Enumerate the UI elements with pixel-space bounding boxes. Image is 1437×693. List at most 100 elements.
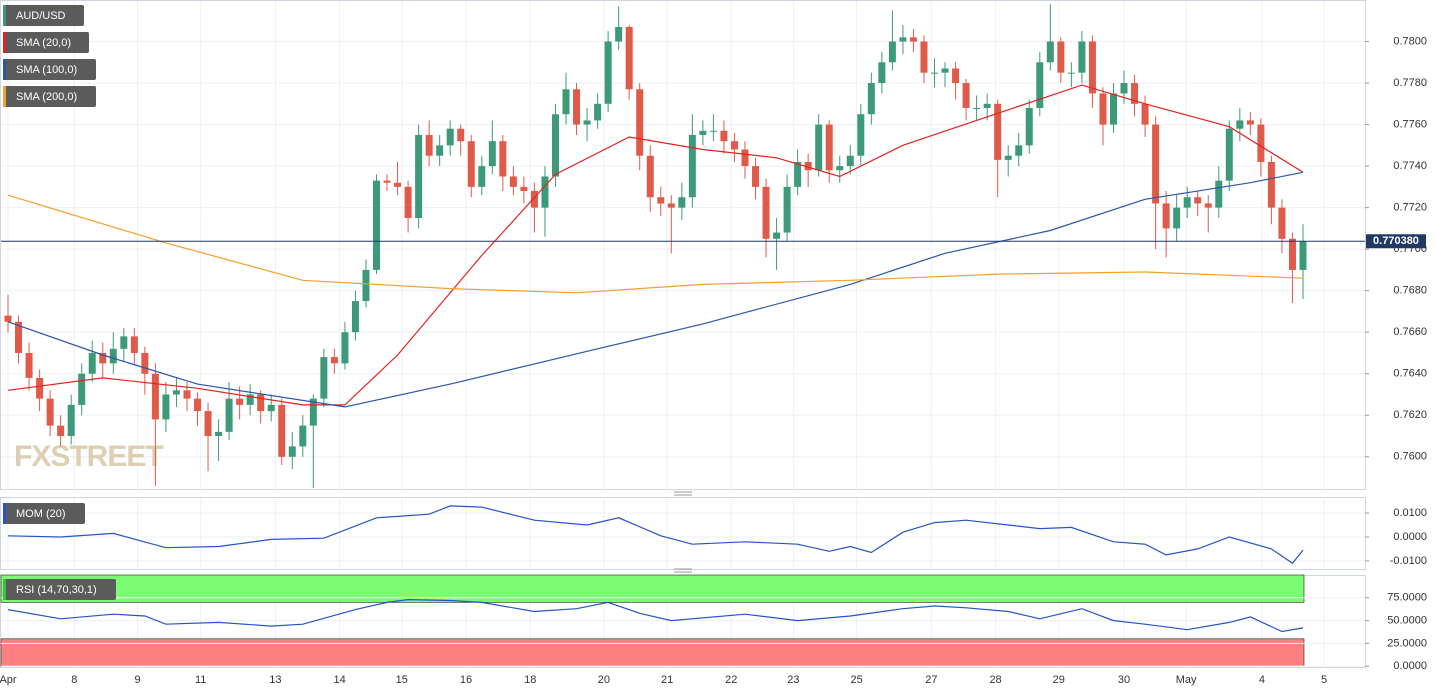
x-tick-label: 20: [598, 674, 610, 686]
legend-item[interactable]: RSI (14,70,30,1): [3, 579, 116, 600]
candle-body: [278, 404, 286, 457]
candle-body: [1267, 161, 1275, 208]
candle-body: [1183, 197, 1191, 208]
candle-body: [99, 352, 107, 364]
y-tick-label: 0.7740: [1393, 160, 1427, 172]
legend-label: SMA (20,0): [16, 37, 71, 49]
candle-body: [288, 446, 296, 457]
candle-body: [752, 166, 760, 187]
candle-body: [488, 141, 496, 167]
legend-box: [3, 503, 85, 524]
y-tick-label: 0.7640: [1393, 368, 1427, 380]
legend-item[interactable]: SMA (200,0): [3, 86, 96, 107]
x-tick-label: 11: [195, 674, 206, 686]
candle-body: [1152, 124, 1160, 204]
legend-label: RSI (14,70,30,1): [16, 584, 97, 596]
candle-body: [762, 186, 770, 239]
legend-swatch: [3, 5, 6, 26]
candle-body: [120, 336, 128, 349]
divider-handle[interactable]: [674, 491, 692, 496]
candle-body: [551, 114, 559, 177]
divider-handle[interactable]: [674, 568, 692, 573]
candle-body: [867, 83, 875, 115]
x-tick-label: 27: [925, 674, 937, 686]
candle-body: [1204, 203, 1212, 208]
candle-body: [825, 124, 833, 171]
legend-box: [3, 5, 84, 26]
candle-body: [899, 37, 907, 42]
candle-body: [846, 155, 854, 167]
candle-body: [615, 26, 623, 42]
candle-body: [804, 161, 812, 171]
candle-body: [1257, 124, 1265, 162]
indicator-line: [7, 84, 1304, 406]
candle-body: [1004, 155, 1012, 160]
candle-body: [857, 114, 865, 156]
candle-body: [204, 411, 212, 437]
candle-body: [25, 352, 33, 378]
candle-body: [404, 186, 412, 219]
candle-body: [952, 68, 960, 84]
candle-body: [1215, 180, 1223, 208]
candle-body: [994, 103, 1002, 160]
candle-body: [267, 404, 275, 412]
candle-body: [1120, 83, 1128, 94]
candle-body: [436, 145, 444, 156]
candle-body: [194, 398, 202, 412]
candle-body: [667, 203, 675, 208]
legend-swatch: [3, 86, 6, 107]
x-tick-label: 9: [134, 674, 140, 686]
y-tick-label: 0.7760: [1393, 118, 1427, 130]
x-tick-label: 28: [989, 674, 1001, 686]
x-tick-label: 22: [725, 674, 737, 686]
x-tick-label: 16: [460, 674, 472, 686]
y-tick-label: 0.7620: [1393, 409, 1427, 421]
candle-body: [499, 141, 507, 177]
candle-body: [1194, 197, 1202, 204]
last-price-label: 0.770380: [1373, 235, 1419, 247]
legend-label: SMA (100,0): [16, 64, 77, 76]
candle-body: [88, 352, 96, 374]
y-tick-label: 0.7600: [1393, 451, 1427, 463]
candle-body: [888, 41, 896, 63]
candle-body: [646, 155, 654, 198]
candle-body: [720, 130, 728, 142]
x-tick-label: May: [1176, 674, 1197, 686]
candle-body: [320, 357, 328, 399]
candle-body: [467, 141, 475, 187]
candle-body: [246, 394, 254, 405]
candle-body: [509, 176, 517, 187]
candle-body: [931, 72, 939, 74]
candle-body: [573, 89, 581, 125]
candle-body: [836, 166, 844, 171]
candle-body: [1141, 103, 1149, 125]
candle-body: [162, 394, 170, 420]
legend-item[interactable]: MOM (20): [3, 503, 85, 524]
candle-body: [362, 269, 370, 302]
candle-body: [909, 37, 917, 42]
candle-body: [657, 197, 665, 204]
y-tick-label: 0.7780: [1393, 77, 1427, 89]
candle-body: [183, 390, 191, 399]
candle-body: [1099, 93, 1107, 125]
candle-body: [709, 130, 717, 132]
candle-body: [351, 301, 359, 333]
candle-body: [878, 62, 886, 84]
candle-body: [78, 373, 86, 405]
legend-item[interactable]: AUD/USD: [3, 5, 84, 26]
mom-panel: [0, 497, 1366, 570]
x-tick-label: 30: [1118, 674, 1130, 686]
candle-body: [678, 197, 686, 208]
candle-body: [309, 398, 317, 426]
candle-body: [983, 103, 991, 108]
legend-item[interactable]: SMA (100,0): [3, 59, 96, 80]
candle-body: [67, 404, 75, 437]
candle-body: [783, 186, 791, 233]
candle-body: [962, 83, 970, 108]
candle-body: [1299, 241, 1307, 270]
legend-item[interactable]: SMA (20,0): [3, 32, 89, 53]
candle-body: [383, 180, 391, 183]
candle-body: [225, 398, 233, 432]
legend-swatch: [3, 503, 6, 524]
